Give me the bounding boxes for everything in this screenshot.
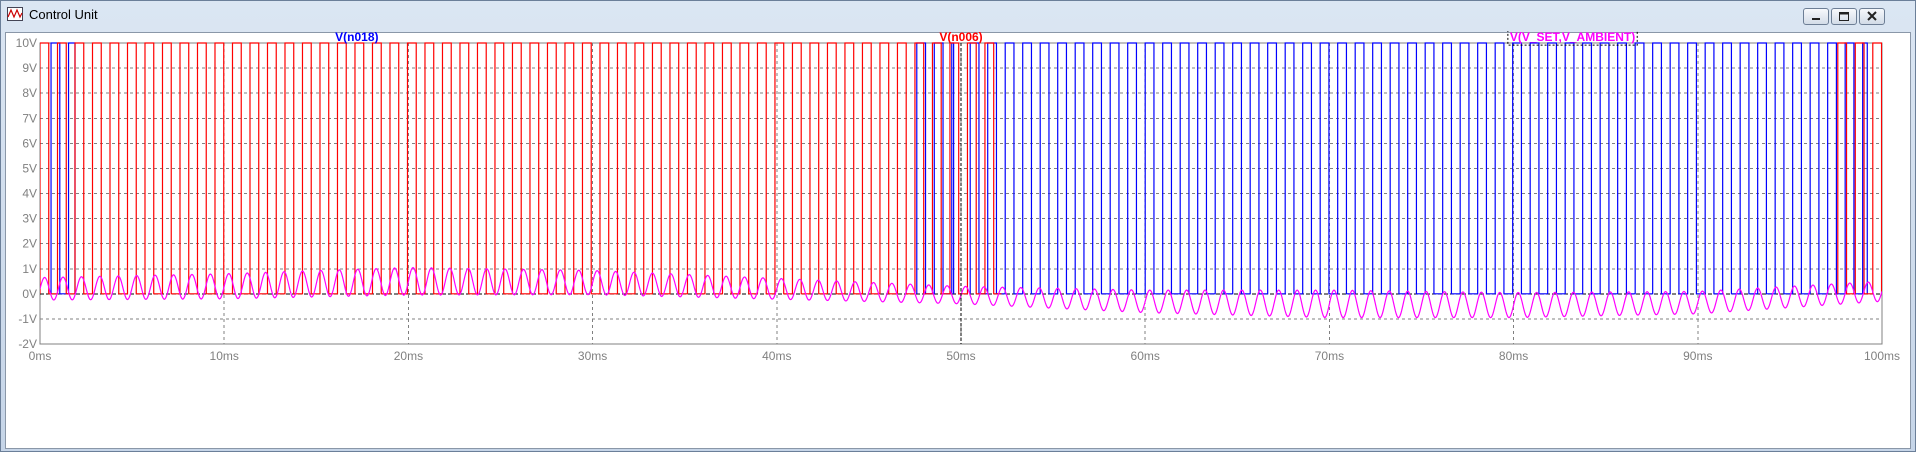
maximize-button[interactable]	[1831, 8, 1857, 25]
y-tick-label: 9V	[22, 61, 37, 75]
x-tick-label: 60ms	[1131, 349, 1160, 363]
y-tick-label: 3V	[22, 212, 37, 226]
x-tick-label: 20ms	[394, 349, 423, 363]
minimize-button[interactable]	[1803, 8, 1829, 25]
x-tick-label: 30ms	[578, 349, 607, 363]
x-tick-label: 0ms	[29, 349, 52, 363]
close-button[interactable]	[1859, 8, 1885, 25]
trace-v-n006	[40, 42, 1882, 295]
x-tick-label: 50ms	[946, 349, 975, 363]
x-tick-label: 10ms	[210, 349, 239, 363]
maximize-icon	[1839, 12, 1849, 21]
x-tick-label: 90ms	[1683, 349, 1712, 363]
y-tick-label: 7V	[22, 111, 37, 125]
waveform-viewer-icon	[7, 7, 23, 21]
y-tick-label: -2V	[18, 337, 37, 351]
x-tick-label: 70ms	[1315, 349, 1344, 363]
y-tick-label: 10V	[16, 36, 37, 50]
y-tick-label: 6V	[22, 136, 37, 150]
close-icon	[1867, 11, 1877, 21]
y-tick-label: 5V	[22, 161, 37, 175]
selected-trace-box	[1507, 31, 1638, 46]
window-title: Control Unit	[29, 7, 98, 22]
x-tick-label: 100ms	[1864, 349, 1900, 363]
y-tick-label: 0V	[22, 287, 37, 301]
y-tick-label: 2V	[22, 237, 37, 251]
minimize-icon	[1812, 18, 1820, 20]
y-tick-label: 1V	[22, 262, 37, 276]
trace-label[interactable]: V(n006)	[939, 31, 982, 44]
trace-label[interactable]: V(n018)	[335, 31, 378, 44]
trace-label[interactable]: V(V_SET,V_AMBIENT)	[1510, 31, 1635, 44]
x-tick-label: 40ms	[762, 349, 791, 363]
plot-pane[interactable]	[5, 32, 1911, 449]
x-tick-label: 80ms	[1499, 349, 1528, 363]
y-tick-label: 8V	[22, 86, 37, 100]
y-tick-label: 4V	[22, 187, 37, 201]
y-tick-label: -1V	[18, 312, 37, 326]
title-bar[interactable]: Control Unit	[1, 1, 1915, 29]
